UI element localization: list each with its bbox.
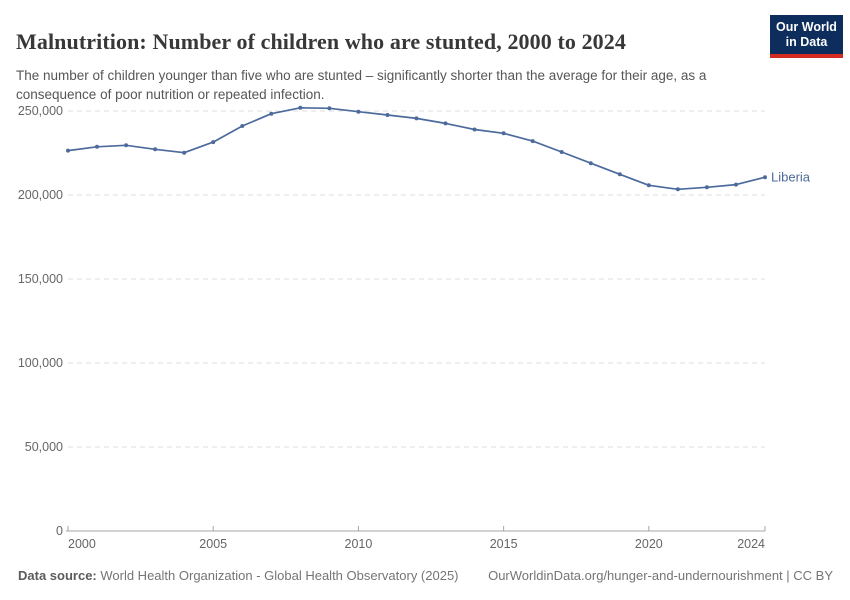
series-label-liberia[interactable]: Liberia [771, 170, 811, 185]
svg-text:250,000: 250,000 [18, 104, 63, 118]
svg-text:50,000: 50,000 [25, 440, 63, 454]
x-axis [67, 526, 766, 531]
svg-text:0: 0 [56, 524, 63, 538]
chart-subtitle: The number of children younger than five… [16, 67, 707, 102]
svg-text:100,000: 100,000 [18, 356, 63, 370]
page-title: Malnutrition: Number of children who are… [16, 28, 626, 54]
owid-logo[interactable]: Our World in Data [770, 15, 843, 58]
svg-text:200,000: 200,000 [18, 188, 63, 202]
x-axis-tick-labels: 2000 2005 2010 2015 2020 2024 [68, 537, 765, 551]
y-gridlines [66, 110, 765, 532]
data-source-value: World Health Organization - Global Healt… [96, 568, 459, 583]
data-source-note: Data source: World Health Organization -… [18, 568, 459, 583]
data-source-label: Data source: [18, 568, 97, 583]
owid-url-license: OurWorldinData.org/hunger-and-undernouri… [488, 568, 833, 583]
svg-text:2000: 2000 [68, 537, 96, 551]
svg-text:2005: 2005 [199, 537, 227, 551]
svg-text:150,000: 150,000 [18, 272, 63, 286]
owid-logo-redbar [770, 54, 843, 58]
data-points-liberia[interactable] [66, 105, 767, 192]
y-axis-tick-labels: 0 50,000 100,000 150,000 200,000 250,000 [18, 104, 63, 538]
svg-text:2024: 2024 [737, 537, 765, 551]
owid-logo-text: Our World in Data [770, 15, 843, 54]
owid-logo-line1: Our World [776, 20, 837, 34]
svg-text:2015: 2015 [490, 537, 518, 551]
owid-logo-line2: in Data [785, 35, 828, 49]
svg-text:2020: 2020 [635, 537, 663, 551]
svg-text:2010: 2010 [345, 537, 373, 551]
